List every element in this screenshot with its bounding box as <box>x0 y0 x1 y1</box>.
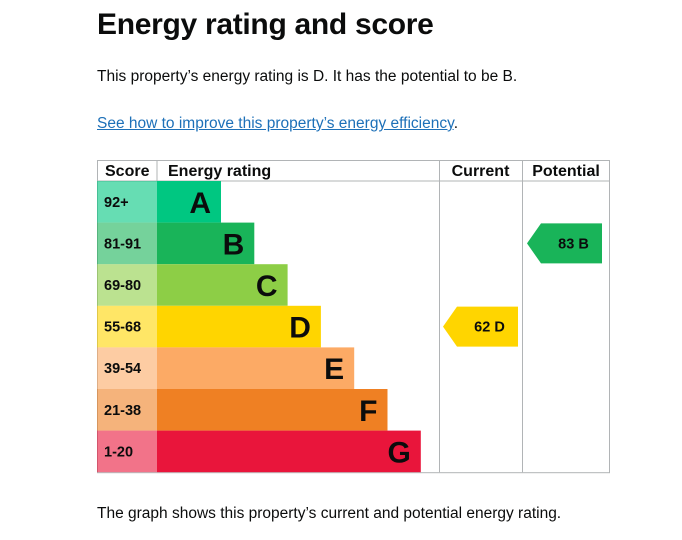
band-letter-f: F <box>359 395 377 428</box>
band-letter-b: B <box>223 228 245 261</box>
band-letter-g: G <box>387 436 410 469</box>
band-bar-f <box>157 389 388 431</box>
header-current: Current <box>452 163 510 180</box>
header-score: Score <box>105 163 150 180</box>
band-score-cell-a <box>97 181 157 223</box>
band-score-e: 39-54 <box>104 361 141 377</box>
band-letter-d: D <box>289 312 311 345</box>
link-suffix: . <box>453 115 458 132</box>
improve-link-line: See how to improve this property’s energ… <box>97 115 458 133</box>
band-bar-c <box>157 264 288 306</box>
band-letter-e: E <box>324 353 344 386</box>
improve-efficiency-link[interactable]: See how to improve this property’s energ… <box>97 115 454 132</box>
band-bar-a <box>157 181 221 223</box>
band-score-cell-f <box>97 389 157 431</box>
band-score-cell-c <box>97 264 157 306</box>
band-score-b: 81-91 <box>104 236 141 252</box>
band-bar-d <box>157 305 321 348</box>
band-score-g: 1-20 <box>104 444 133 460</box>
band-bar-g <box>157 430 421 473</box>
band-score-cell-d <box>97 305 157 348</box>
band-letter-c: C <box>256 270 278 303</box>
band-letter-a: A <box>189 187 211 220</box>
band-score-d: 55-68 <box>104 320 141 336</box>
band-score-f: 21-38 <box>104 403 141 419</box>
potential-rating-marker <box>527 223 602 264</box>
band-bar-e <box>157 347 355 389</box>
band-score-a: 92+ <box>104 195 129 211</box>
band-bar-b <box>157 222 255 265</box>
potential-rating-label: 83 B <box>558 236 589 252</box>
band-score-cell-b <box>97 222 157 265</box>
current-rating-label: 62 D <box>474 320 505 336</box>
band-score-c: 69-80 <box>104 278 141 294</box>
band-score-cell-e <box>97 347 157 389</box>
graph-caption: The graph shows this property’s current … <box>97 505 562 522</box>
header-potential: Potential <box>532 163 600 180</box>
header-energy-rating: Energy rating <box>168 163 271 180</box>
page-title: Energy rating and score <box>97 8 434 41</box>
rating-summary: This property’s energy rating is D. It h… <box>97 68 518 85</box>
band-score-cell-g <box>97 430 157 473</box>
current-rating-marker <box>443 306 518 347</box>
